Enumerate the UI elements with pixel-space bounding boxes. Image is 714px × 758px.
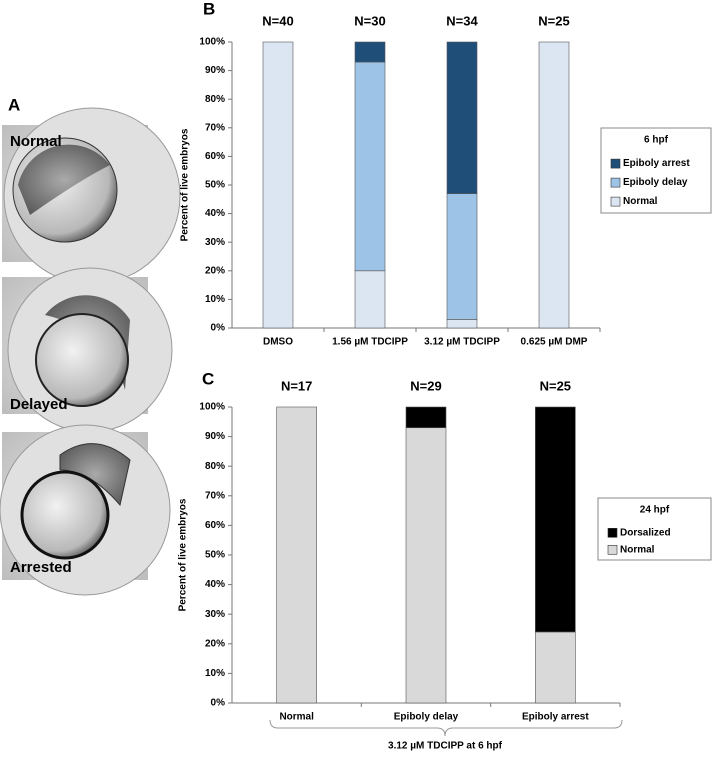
n-label: N=30 <box>354 13 385 28</box>
y-tick-label: 30% <box>205 609 225 620</box>
legend: 6 hpf Epiboly arrest Epiboly delay Normal <box>600 127 712 214</box>
x-axis-brace <box>269 719 623 737</box>
legend-title: 24 hpf <box>640 505 670 516</box>
y-tick-label: 0% <box>211 323 226 334</box>
x-tick-label: Normal <box>279 712 314 723</box>
legend-swatch <box>607 544 618 555</box>
bar-segment <box>354 41 386 63</box>
y-tick-label: 90% <box>205 65 225 76</box>
legend-label: Dorsalized <box>620 527 671 538</box>
panel-label: C <box>202 369 214 388</box>
legend-label: Epiboly arrest <box>623 158 690 169</box>
y-tick-label: 0% <box>211 698 226 709</box>
panel-label: A <box>8 95 20 114</box>
n-label: N=40 <box>262 13 293 28</box>
x-axis-label: 3.12 µM TDCIPP at 6 hpf <box>388 741 503 752</box>
panel-label: B <box>203 0 215 18</box>
legend-label: Normal <box>620 544 655 555</box>
legend-swatch <box>610 177 621 188</box>
bar-segment <box>446 319 478 329</box>
bar-segment <box>535 631 576 704</box>
y-tick-label: 100% <box>199 37 225 48</box>
legend-label: Epiboly delay <box>623 177 688 188</box>
image-label: Arrested <box>10 559 72 576</box>
y-tick-label: 20% <box>205 265 225 276</box>
y-tick-label: 20% <box>205 638 225 649</box>
n-label: N=29 <box>410 378 441 393</box>
x-tick-label: 0.625 µM DMP <box>521 337 588 348</box>
y-tick-label: 60% <box>205 520 225 531</box>
n-label: N=25 <box>538 13 569 28</box>
bar-segment <box>535 406 576 633</box>
legend-swatch <box>607 527 618 538</box>
bar-segment <box>354 61 386 272</box>
bar-segment <box>538 41 570 329</box>
y-axis-label: Percent of live embryos <box>180 128 191 241</box>
y-tick-label: 30% <box>205 237 225 248</box>
y-tick-label: 10% <box>205 294 225 305</box>
x-tick-label: DMSO <box>263 337 293 348</box>
y-tick-label: 100% <box>199 402 225 413</box>
n-label: N=34 <box>446 13 478 28</box>
x-tick-label: Epiboly arrest <box>522 712 589 723</box>
n-label: N=17 <box>281 378 312 393</box>
image-label: Delayed <box>10 396 68 413</box>
x-tick-label: Epiboly delay <box>394 712 459 723</box>
y-tick-label: 80% <box>205 461 225 472</box>
y-axis-label: Percent of live embryos <box>178 498 189 611</box>
y-tick-label: 70% <box>205 490 225 501</box>
embryo-image: Arrested <box>0 424 171 596</box>
image-label: Normal <box>10 133 62 150</box>
bar-segment <box>276 406 317 704</box>
legend-swatch <box>610 196 621 207</box>
n-label: N=25 <box>540 378 571 393</box>
bar-segment <box>405 406 447 429</box>
legend-label: Normal <box>623 196 658 207</box>
y-tick-label: 40% <box>205 208 225 219</box>
x-tick-label: 3.12 µM TDCIPP <box>424 337 500 348</box>
y-tick-label: 60% <box>205 151 225 162</box>
y-tick-label: 50% <box>205 550 225 561</box>
y-tick-label: 50% <box>205 180 225 191</box>
y-tick-label: 80% <box>205 94 225 105</box>
bar-segment <box>405 427 447 704</box>
legend-swatch <box>610 158 621 169</box>
bar-segment <box>354 270 386 329</box>
embryo-image: Normal <box>2 107 181 285</box>
y-tick-label: 10% <box>205 668 225 679</box>
bar-segment <box>446 193 478 320</box>
embryo-image: Delayed <box>2 267 173 433</box>
y-tick-label: 70% <box>205 122 225 133</box>
bar-segment <box>262 41 294 329</box>
y-tick-label: 40% <box>205 579 225 590</box>
bar-segment <box>446 41 478 194</box>
x-tick-label: 1.56 µM TDCIPP <box>332 337 408 348</box>
y-tick-label: 90% <box>205 431 225 442</box>
legend-title: 6 hpf <box>644 135 669 146</box>
legend: 24 hpf Dorsalized Normal <box>597 497 712 561</box>
